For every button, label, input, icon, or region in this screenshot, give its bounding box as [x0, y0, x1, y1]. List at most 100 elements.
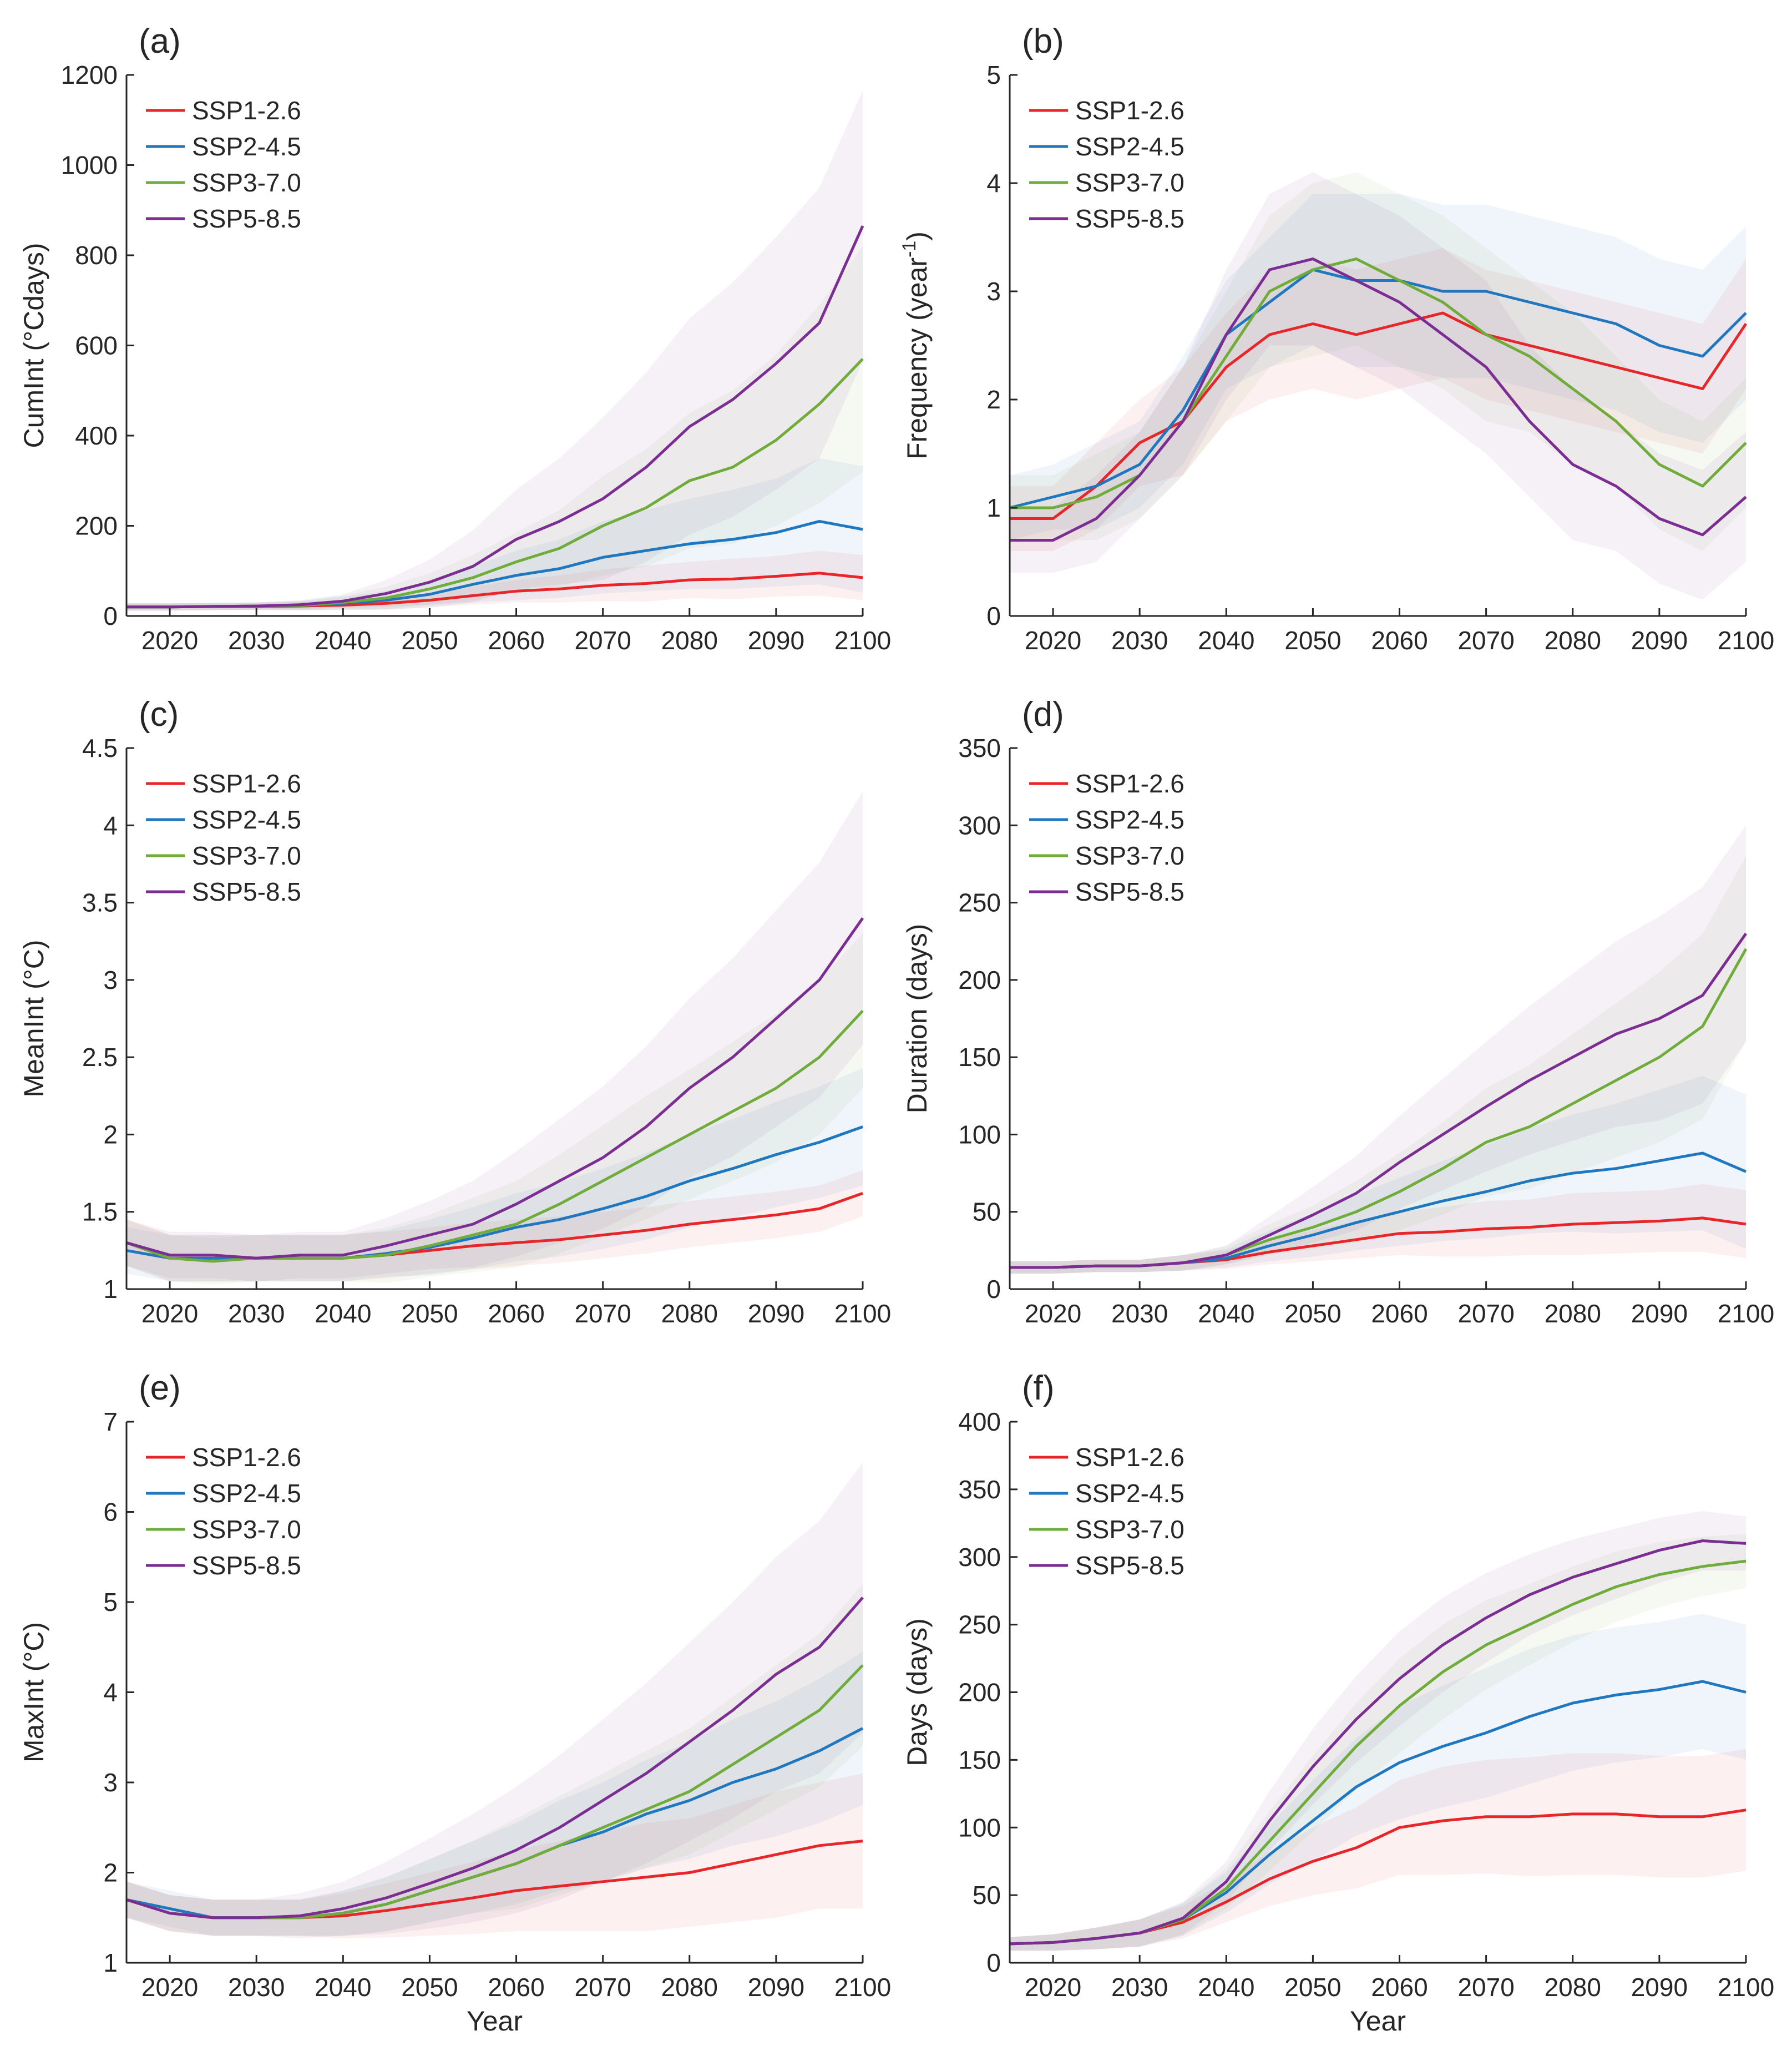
legend-label: SSP5-8.5 [1075, 204, 1184, 233]
band-ssp3-7.0 [126, 933, 863, 1285]
y-tick-label: 0 [986, 602, 1001, 630]
legend-label: SSP2-4.5 [192, 132, 301, 161]
x-tick-label: 2020 [1025, 1299, 1081, 1328]
y-axis-label: Duration (days) [902, 924, 933, 1114]
band-ssp2-4.5 [126, 1068, 863, 1282]
y-tick-label: 250 [958, 888, 1001, 917]
y-tick-label: 4 [103, 811, 118, 840]
y-tick-label: 200 [958, 1678, 1001, 1707]
y-tick-label: 600 [75, 331, 118, 360]
legend: SSP1-2.6 SSP2-4.5 SSP3-7.0 SSP5-8.5 [1029, 1443, 1184, 1580]
y-tick-label: 1 [103, 1275, 118, 1304]
panel-b: 2020 2030 2040 2050 2060 2070 2080 2090 2100 0 1 2 3… [899, 22, 1774, 655]
legend-label: SSP3-7.0 [192, 841, 301, 870]
panel-f: 2020 2030 2040 2050 2060 2070 2080 2090 2100 0 50 1… [902, 1369, 1774, 2037]
y-tick-label: 3.5 [82, 888, 118, 917]
legend-label: SSP3-7.0 [1075, 168, 1184, 197]
x-tick-label: 2100 [834, 1299, 891, 1328]
panel-label: (c) [139, 695, 179, 734]
y-axis-label-text: Days (days) [902, 1618, 933, 1766]
legend: SSP1-2.6 SSP2-4.5 SSP3-7.0 SSP5-8.5 [146, 769, 301, 906]
y-tick-label: 1000 [61, 151, 118, 180]
y-tick-label: 7 [103, 1407, 118, 1436]
y-tick-label: 300 [958, 1543, 1001, 1572]
panel-c: 2020 2030 2040 2050 2060 2070 2080 2090 2100 1 1.5… [18, 695, 891, 1328]
panel-label: (e) [139, 1369, 181, 1407]
panel-d: 2020 2030 2040 2050 2060 2070 2080 2090 2100 0 50 1… [902, 695, 1774, 1328]
x-tick-label: 2070 [1457, 626, 1514, 655]
x-tick-label: 2030 [1111, 1973, 1168, 2002]
y-axis-label: MaxInt (°C) [18, 1622, 49, 1762]
legend-label: SSP2-4.5 [1075, 1479, 1184, 1508]
x-tick-label: 2050 [1284, 1299, 1341, 1328]
y-tick-label: 300 [958, 811, 1001, 840]
x-tick-label: 2040 [1198, 1299, 1254, 1328]
series-line-ssp1-2.6 [1010, 311, 1748, 520]
legend-label: SSP3-7.0 [1075, 1515, 1184, 1544]
x-tick-label: 2040 [315, 626, 371, 655]
series-line-ssp5-8.5 [1009, 1539, 1747, 1946]
x-tick-label: 2040 [315, 1973, 371, 2002]
y-tick-label: 50 [973, 1198, 1001, 1226]
y-tick-label: 400 [75, 421, 118, 450]
x-tick-label: 2100 [1718, 1973, 1774, 2002]
x-tick-label: 2030 [1111, 626, 1168, 655]
y-tick-label: 3 [103, 966, 118, 994]
y-tick-label: 1 [986, 493, 1001, 522]
legend: SSP1-2.6 SSP2-4.5 SSP3-7.0 SSP5-8.5 [1029, 769, 1184, 906]
band-ssp5-8.5 [126, 1462, 863, 1939]
legend-label: SSP5-8.5 [1075, 877, 1184, 906]
x-tick-label: 2050 [1284, 1973, 1341, 2002]
y-tick-label: 150 [958, 1043, 1001, 1072]
x-tick-label: 2070 [1457, 1973, 1514, 2002]
legend-label: SSP5-8.5 [192, 204, 301, 233]
series-line-ssp3-7.0 [1010, 257, 1747, 509]
y-tick-label: 200 [958, 966, 1001, 994]
band-ssp3-7.0 [126, 1584, 863, 1936]
y-tick-label: 1.5 [82, 1198, 118, 1226]
x-tick-label: 2020 [1025, 626, 1081, 655]
y-tick-label: 4 [103, 1678, 118, 1707]
y-tick-label: 350 [958, 734, 1001, 762]
legend-label: SSP2-4.5 [192, 805, 301, 834]
legend-label: SSP1-2.6 [192, 1443, 301, 1472]
x-tick-label: 2090 [748, 1973, 804, 2002]
y-tick-label: 2 [103, 1120, 118, 1149]
y-tick-label: 5 [103, 1588, 118, 1617]
x-tick-label: 2030 [228, 626, 285, 655]
band-ssp5-8.5 [126, 791, 863, 1282]
series-line-ssp5-8.5 [126, 1597, 864, 1919]
band-ssp1-2.6 [1010, 1749, 1746, 1951]
y-tick-label: 150 [958, 1745, 1001, 1774]
x-tick-label: 2050 [401, 626, 458, 655]
series-line-ssp5-8.5 [126, 917, 864, 1260]
series-line-ssp2-4.5 [1009, 268, 1747, 509]
y-tick-label: 100 [958, 1120, 1001, 1149]
x-tick-label: 2050 [1284, 626, 1341, 655]
legend: SSP1-2.6 SSP2-4.5 SSP3-7.0 SSP5-8.5 [146, 1443, 301, 1580]
band-ssp2-4.5 [1010, 1614, 1746, 1951]
x-tick-label: 2080 [1545, 1973, 1601, 2002]
band-ssp5-8.5 [1010, 825, 1746, 1274]
x-tick-label: 2080 [1545, 626, 1601, 655]
band-ssp1-2.6 [126, 550, 863, 611]
legend-label: SSP2-4.5 [1075, 132, 1184, 161]
y-tick-label: 3 [986, 277, 1001, 306]
x-tick-label: 2060 [488, 1973, 544, 2002]
x-tick-label: 2060 [488, 1299, 544, 1328]
x-tick-label: 2050 [401, 1299, 458, 1328]
y-axis-label: Frequency (year-1) [899, 231, 933, 459]
band-ssp2-4.5 [126, 1651, 863, 1936]
x-tick-label: 2100 [1718, 1299, 1774, 1328]
band-ssp3-7.0 [1010, 172, 1746, 551]
band-ssp3-7.0 [1010, 1534, 1746, 1951]
x-axis-label: Year [1350, 2006, 1406, 2037]
legend: SSP1-2.6 SSP2-4.5 SSP3-7.0 SSP5-8.5 [1029, 96, 1184, 233]
y-axis-label-text: CumInt (°Cdays) [18, 243, 49, 448]
y-tick-label: 2 [103, 1858, 118, 1887]
x-tick-label: 2040 [1198, 1973, 1254, 2002]
y-tick-label: 4 [986, 169, 1001, 198]
x-tick-label: 2090 [1631, 1299, 1688, 1328]
x-tick-label: 2090 [748, 626, 804, 655]
